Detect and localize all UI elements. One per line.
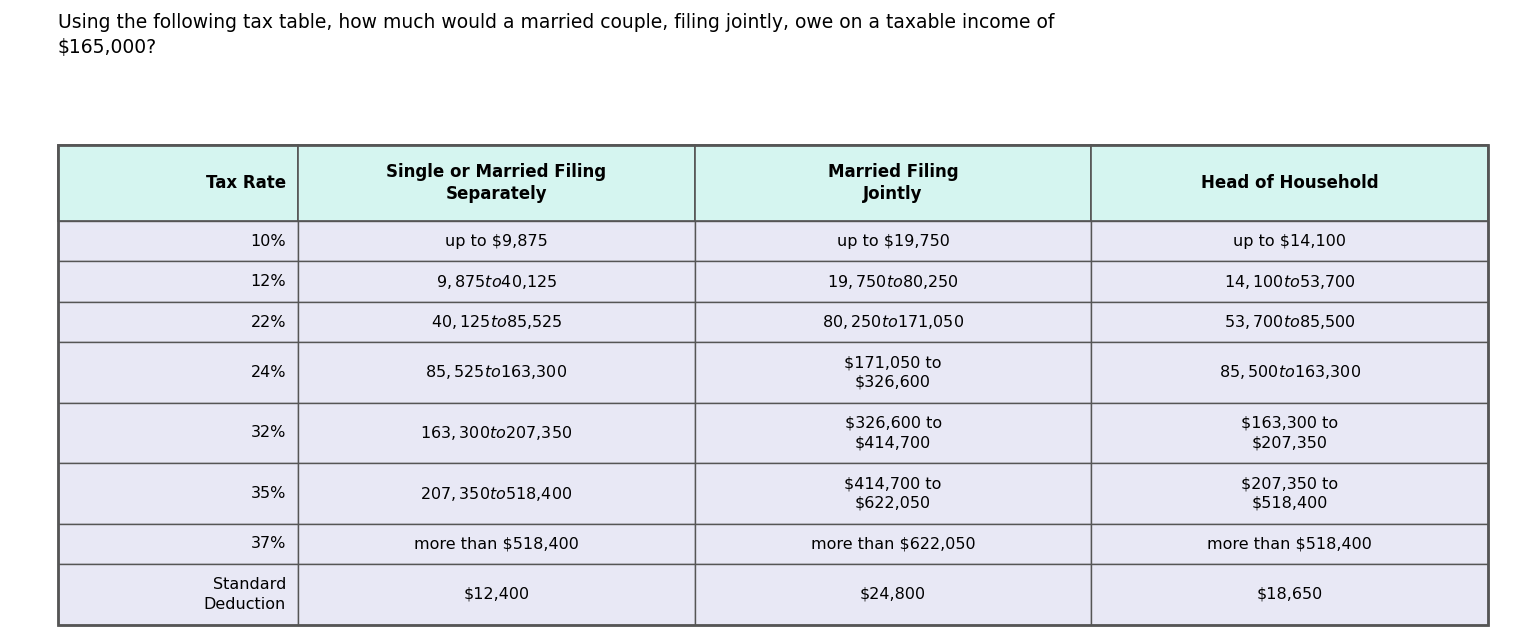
Bar [1091, 564, 1488, 625]
Bar [58, 261, 298, 302]
Text: Tax Rate: Tax Rate [206, 174, 285, 192]
Text: Standard
Deduction: Standard Deduction [204, 577, 285, 612]
Bar [1091, 145, 1488, 221]
Text: Married Filing
Jointly: Married Filing Jointly [827, 162, 958, 204]
Bar [694, 261, 1091, 302]
Text: $207,350 to $518,400: $207,350 to $518,400 [420, 484, 572, 502]
Bar [58, 145, 298, 221]
Bar [298, 342, 694, 402]
Bar [694, 221, 1091, 261]
Bar [694, 463, 1091, 524]
Text: $85,525 to $163,300: $85,525 to $163,300 [426, 363, 568, 381]
Text: $9,875 to $40,125: $9,875 to $40,125 [436, 272, 557, 290]
Bar [58, 302, 298, 342]
Text: $19,750 to $80,250: $19,750 to $80,250 [827, 272, 958, 290]
Bar [694, 145, 1091, 221]
Text: $24,800: $24,800 [861, 587, 926, 602]
Text: $171,050 to
$326,600: $171,050 to $326,600 [844, 355, 942, 390]
Bar [298, 402, 694, 463]
Text: $207,350 to
$518,400: $207,350 to $518,400 [1241, 477, 1338, 511]
Text: $80,250 to $171,050: $80,250 to $171,050 [823, 313, 964, 331]
Bar [298, 145, 694, 221]
Text: $12,400: $12,400 [464, 587, 530, 602]
Bar [58, 463, 298, 524]
Text: up to $9,875: up to $9,875 [446, 234, 548, 249]
Bar [1091, 261, 1488, 302]
Bar [1091, 524, 1488, 564]
Bar [58, 402, 298, 463]
Bar [694, 342, 1091, 402]
Text: 22%: 22% [250, 314, 285, 330]
Bar [694, 524, 1091, 564]
Bar [58, 564, 298, 625]
Bar [1091, 463, 1488, 524]
Bar [58, 342, 298, 402]
Text: $85,500 to $163,300: $85,500 to $163,300 [1218, 363, 1361, 381]
Bar [58, 524, 298, 564]
Text: up to $14,100: up to $14,100 [1233, 234, 1346, 249]
Text: 10%: 10% [250, 234, 285, 249]
Text: 32%: 32% [250, 426, 285, 440]
Bar [298, 302, 694, 342]
Text: $18,650: $18,650 [1256, 587, 1323, 602]
Bar [1091, 402, 1488, 463]
Text: 35%: 35% [250, 486, 285, 501]
Bar [58, 221, 298, 261]
Text: 12%: 12% [250, 274, 285, 289]
Bar [694, 302, 1091, 342]
Bar [694, 402, 1091, 463]
Text: $326,600 to
$414,700: $326,600 to $414,700 [844, 416, 942, 450]
Text: $53,700 to $85,500: $53,700 to $85,500 [1224, 313, 1355, 331]
Bar [1091, 221, 1488, 261]
Bar [1091, 302, 1488, 342]
Bar [1091, 342, 1488, 402]
Text: Single or Married Filing
Separately: Single or Married Filing Separately [386, 162, 607, 204]
Bar [298, 524, 694, 564]
Bar [298, 564, 694, 625]
Text: up to $19,750: up to $19,750 [836, 234, 949, 249]
Text: more than $518,400: more than $518,400 [1207, 536, 1372, 551]
Text: more than $622,050: more than $622,050 [810, 536, 975, 551]
Text: $14,100 to $53,700: $14,100 to $53,700 [1224, 272, 1355, 290]
Bar [298, 221, 694, 261]
Text: 24%: 24% [250, 365, 285, 380]
Text: Using the following tax table, how much would a married couple, filing jointly, : Using the following tax table, how much … [58, 13, 1054, 57]
Bar [298, 261, 694, 302]
Bar [694, 564, 1091, 625]
Bar [298, 463, 694, 524]
Bar [58, 145, 1488, 625]
Text: $40,125 to $85,525: $40,125 to $85,525 [430, 313, 563, 331]
Text: 37%: 37% [250, 536, 285, 551]
Text: $163,300 to
$207,350: $163,300 to $207,350 [1241, 416, 1338, 450]
Text: Head of Household: Head of Household [1201, 174, 1378, 192]
Text: $414,700 to
$622,050: $414,700 to $622,050 [844, 477, 942, 511]
Text: more than $518,400: more than $518,400 [414, 536, 578, 551]
Text: $163,300 to $207,350: $163,300 to $207,350 [420, 424, 572, 442]
